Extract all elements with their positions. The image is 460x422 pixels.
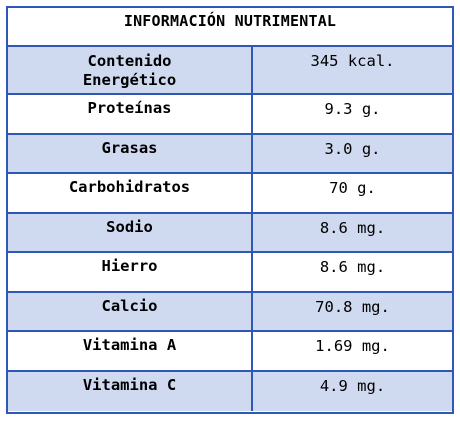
row-value: 8.6 mg.: [319, 258, 386, 276]
row-label: Contenido Energético: [8, 47, 253, 93]
table-row: Contenido Energético 345 kcal.: [8, 47, 452, 95]
table-row: Proteínas 9.3 g.: [8, 95, 452, 135]
row-value: 3.0 g.: [324, 139, 381, 158]
row-value: 345 kcal.: [310, 52, 395, 70]
nutrition-table: INFORMACIÓN NUTRIMENTAL Contenido Energét…: [6, 6, 454, 414]
row-value: 70 g.: [329, 179, 376, 197]
table-row: Grasas 3.0 g.: [8, 134, 452, 174]
table-row: Vitamina A 1.69 mg.: [8, 332, 452, 372]
row-label: Proteínas: [8, 95, 253, 133]
table-row: Hierro 8.6 mg.: [8, 253, 452, 293]
row-label: Grasas: [8, 134, 253, 172]
row-label: Calcio: [8, 292, 253, 330]
row-label: Carbohidratos: [8, 174, 253, 212]
row-label: Hierro: [8, 253, 253, 291]
row-label: Vitamina C: [8, 371, 253, 411]
row-value: 8.6 mg.: [319, 218, 386, 237]
table-row: Calcio 70.8 mg.: [8, 292, 452, 332]
table-title: INFORMACIÓN NUTRIMENTAL: [8, 8, 452, 47]
row-value: 70.8 mg.: [315, 297, 390, 316]
row-label: Vitamina A: [8, 332, 253, 370]
table-row: Carbohidratos 70 g.: [8, 174, 452, 214]
row-value: 1.69 mg.: [315, 337, 390, 355]
table-row: Sodio 8.6 mg.: [8, 213, 452, 253]
table-row: Vitamina C 4.9 mg.: [8, 371, 452, 411]
row-label: Sodio: [8, 213, 253, 251]
row-value: 9.3 g.: [324, 100, 381, 118]
row-value: 4.9 mg.: [319, 376, 386, 395]
